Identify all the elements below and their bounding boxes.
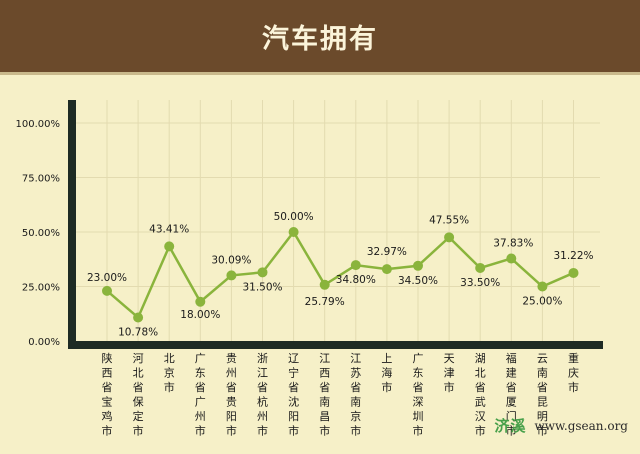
watermark-url: www.gsean.org [534,418,629,433]
data-point [350,260,361,271]
y-tick-label: 75.00% [22,174,60,185]
data-point [444,232,455,243]
data-point [381,264,392,275]
watermark-brand: 济溪 [494,417,527,435]
data-label: 34.50% [398,275,438,287]
data-label: 33.50% [460,277,500,289]
data-label: 18.00% [180,309,220,321]
data-label: 34.80% [336,274,376,286]
data-label: 31.50% [242,281,282,293]
data-point [319,279,330,290]
series-line [106,229,574,320]
x-tick-label: 福建省厦门市 [506,351,517,438]
x-tick-label: 湖北省武汉市 [475,352,486,438]
data-label: 47.55% [429,214,469,226]
data-point [568,267,579,278]
data-point [506,253,517,264]
data-label: 25.79% [305,296,345,308]
x-tick-label: 浙江省杭州市 [257,352,268,438]
data-point [133,312,144,323]
data-point [226,270,237,281]
x-tick-label: 广东省广州市 [195,352,206,438]
x-tick-label: 广东省深圳市 [413,352,424,438]
x-tick-label: 贵州省贵阳市 [226,352,237,438]
data-label: 23.00% [87,272,127,284]
data-point [164,241,175,252]
data-label: 43.41% [149,223,189,235]
data-label: 10.78% [118,326,158,338]
y-tick-label: 0.00% [28,337,60,348]
data-point [102,285,112,296]
page-title: 汽车拥有 [262,23,378,55]
data-point [257,267,268,278]
header-bar: 汽车拥有 [0,0,640,72]
data-point [288,227,299,237]
data-label: 50.00% [274,211,314,223]
data-point [413,260,423,271]
x-tick-label: 江苏省南京市 [350,352,361,438]
data-point [537,281,548,292]
x-tick-label: 陕西省宝鸡市 [102,351,113,438]
header-divider [0,72,640,75]
data-label: 37.83% [493,238,533,250]
y-tick-label: 100.00% [16,119,61,130]
x-tick-label: 天津市 [444,352,455,394]
data-label: 25.00% [522,296,562,308]
watermark: 济溪 www.gsean.org [494,415,628,436]
x-tick-label: 重庆市 [568,351,579,394]
x-tick-label: 江西省南昌市 [319,352,330,438]
x-tick-label: 上海市 [381,352,392,394]
data-label: 31.22% [553,250,593,262]
y-axis [68,100,76,349]
x-tick-label: 河北省保定市 [133,352,144,438]
data-label: 30.09% [211,254,251,266]
x-tick-label: 北京市 [164,352,175,394]
x-axis [68,341,603,349]
x-tick-label: 辽宁省沈阳市 [288,352,299,438]
data-point [195,296,206,307]
y-tick-label: 50.00% [22,228,60,239]
y-tick-label: 25.00% [22,283,60,294]
data-label: 32.97% [367,246,407,258]
x-tick-label: 云南省昆明市 [537,352,548,438]
data-point [475,262,486,273]
